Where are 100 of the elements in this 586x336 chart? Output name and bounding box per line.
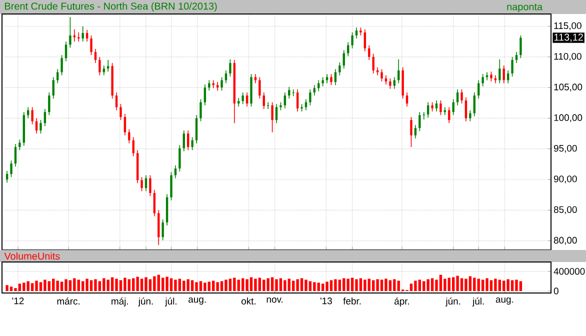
text: naponta [507, 4, 543, 12]
candlestick [448, 106, 450, 124]
bar [321, 284, 324, 292]
chart-title: Brent Crude Futures - North Sea (BRN 10/2013) [5, 2, 217, 12]
candlestick [444, 106, 446, 116]
candlestick [120, 104, 122, 120]
candlestick [69, 16, 72, 48]
candlestick [313, 84, 316, 96]
x-tick-label: '12 [12, 298, 24, 304]
bar [148, 279, 152, 292]
candlestick [48, 92, 50, 116]
bar [414, 280, 417, 292]
bar [486, 278, 488, 292]
bar [270, 277, 274, 292]
candlestick [18, 139, 21, 150]
bar [199, 281, 202, 292]
bar [473, 278, 476, 292]
bar [128, 279, 130, 292]
candlestick [330, 74, 332, 86]
bar [444, 278, 446, 292]
bar [136, 276, 139, 292]
candlestick [393, 76, 396, 90]
bar [342, 278, 346, 292]
bar [174, 280, 177, 292]
bar [330, 280, 333, 292]
bar [30, 283, 34, 292]
bar [195, 282, 198, 292]
bar [262, 280, 266, 292]
bar [300, 278, 304, 292]
bar [515, 280, 518, 292]
bar [22, 282, 26, 292]
x-tick-label: okt. [241, 298, 256, 304]
candlestick [431, 102, 434, 112]
candlestick [128, 128, 130, 144]
candlestick [342, 50, 345, 69]
bar [132, 278, 135, 292]
bar [519, 281, 522, 292]
candlestick [452, 98, 454, 116]
bar [106, 280, 110, 292]
bar [372, 280, 375, 292]
candlestick [406, 92, 408, 107]
bar [190, 280, 194, 292]
bar [166, 276, 168, 292]
candlestick [351, 32, 354, 49]
bar [233, 278, 236, 292]
bar [216, 282, 219, 292]
bar [380, 280, 384, 292]
bar [170, 278, 173, 292]
candlestick [35, 118, 38, 134]
bar [204, 282, 206, 292]
candlestick [334, 68, 337, 86]
bar [346, 278, 350, 292]
bar [494, 278, 497, 292]
candlestick [368, 44, 370, 60]
candlestick [473, 92, 476, 117]
candlestick [220, 76, 223, 92]
candlestick [90, 35, 92, 56]
candlestick [275, 104, 278, 124]
candlestick [64, 41, 68, 62]
bar [26, 281, 30, 292]
y-tick-label: 85,00 [554, 206, 577, 214]
candlestick [44, 108, 46, 127]
bar [430, 278, 434, 292]
bar [456, 276, 459, 292]
bar [224, 280, 228, 292]
candlestick [60, 54, 63, 76]
bar [228, 278, 232, 292]
bar [506, 279, 510, 292]
candlestick [490, 71, 492, 82]
y-tick-label: 95,00 [554, 144, 577, 153]
bar [355, 279, 358, 292]
bar [68, 280, 72, 292]
candlestick [338, 62, 341, 76]
candlestick [229, 58, 232, 77]
bar [44, 280, 46, 292]
x-tick-label: aug. [188, 298, 206, 305]
y-tick-label: 115,00 [554, 22, 582, 30]
x-tick-label: ápr. [394, 298, 409, 306]
y-tick-label: 105,00 [554, 84, 582, 92]
bar [246, 279, 248, 292]
candlestick [271, 102, 274, 133]
bar [393, 279, 396, 292]
candlestick [10, 160, 12, 178]
candlestick [284, 92, 286, 109]
bar [124, 278, 126, 292]
text: 113,12 [554, 34, 583, 42]
candlestick [355, 27, 358, 39]
y-tick-label: 400000 [554, 268, 585, 275]
x-tick-label: máj. [112, 298, 128, 306]
bar [161, 278, 164, 292]
candlestick [182, 130, 185, 152]
bar [481, 280, 484, 292]
bar [502, 280, 506, 292]
candlestick [440, 100, 442, 116]
bar [60, 282, 64, 292]
bar [304, 280, 308, 292]
bar [90, 280, 93, 292]
candlestick [258, 76, 261, 99]
candlestick [418, 112, 421, 132]
bar [56, 280, 59, 292]
